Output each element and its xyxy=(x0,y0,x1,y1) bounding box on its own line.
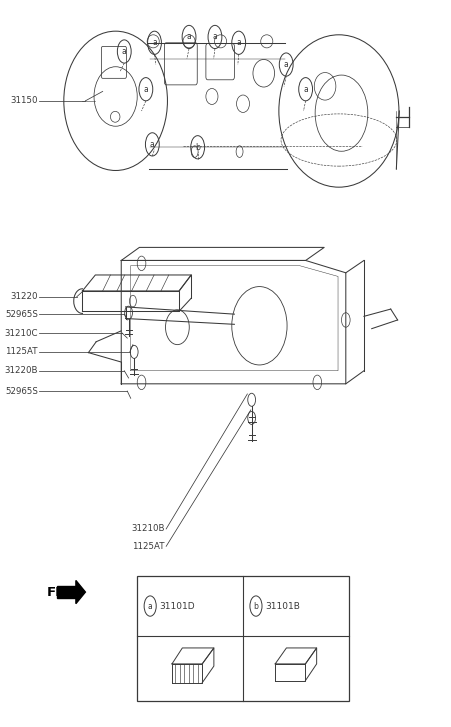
Bar xyxy=(137,576,349,701)
Text: a: a xyxy=(187,33,191,41)
Polygon shape xyxy=(76,580,85,603)
Text: b: b xyxy=(253,601,258,611)
Text: a: a xyxy=(303,85,308,94)
Text: a: a xyxy=(152,39,157,47)
Text: 52965S: 52965S xyxy=(5,310,38,318)
Text: a: a xyxy=(148,601,152,611)
Text: 52965S: 52965S xyxy=(5,387,38,395)
Text: 1125AT: 1125AT xyxy=(132,542,165,551)
Text: 31101D: 31101D xyxy=(160,601,195,611)
Text: a: a xyxy=(143,85,148,94)
Text: a: a xyxy=(150,140,155,149)
Text: 31150: 31150 xyxy=(10,97,38,105)
Text: 1125AT: 1125AT xyxy=(5,348,38,356)
Text: a: a xyxy=(212,33,217,41)
Text: 31220B: 31220B xyxy=(5,366,38,375)
Polygon shape xyxy=(57,586,76,598)
Text: FR.: FR. xyxy=(46,585,71,598)
Text: a: a xyxy=(122,47,127,56)
Text: 31210C: 31210C xyxy=(5,329,38,337)
Text: 31210B: 31210B xyxy=(131,524,165,534)
Text: 31101B: 31101B xyxy=(266,601,300,611)
Text: 31220: 31220 xyxy=(10,292,38,301)
Text: b: b xyxy=(195,142,200,152)
Text: a: a xyxy=(284,60,289,69)
Text: a: a xyxy=(236,39,241,47)
